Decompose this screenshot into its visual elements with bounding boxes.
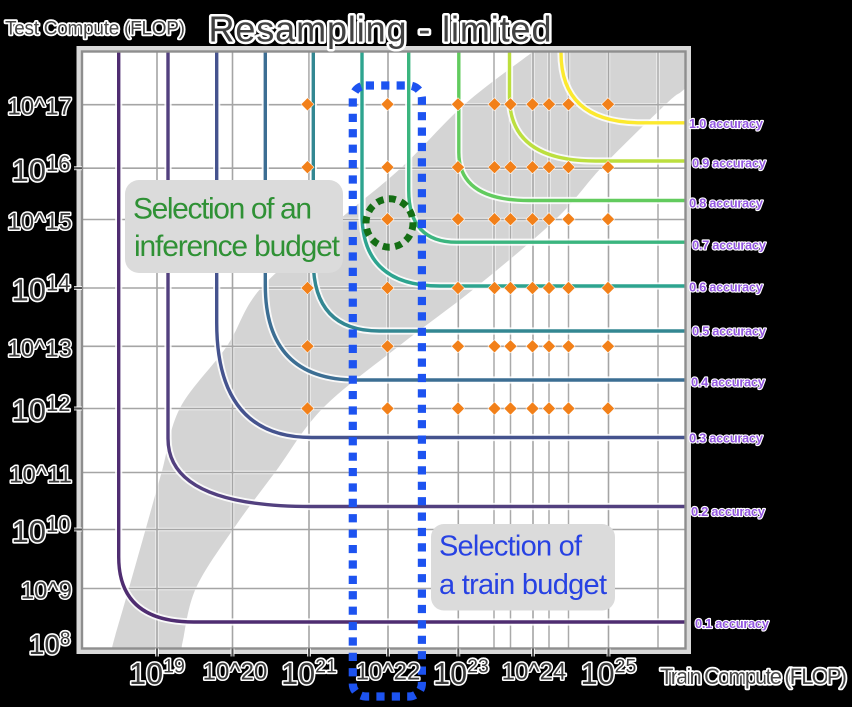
svg-text:10^24: 10^24 — [502, 659, 567, 686]
svg-text:1019: 1019 — [129, 656, 185, 692]
svg-text:0.8 accuracy: 0.8 accuracy — [689, 195, 764, 210]
svg-text:0.9 accuracy: 0.9 accuracy — [692, 156, 767, 171]
svg-text:0.7 accuracy: 0.7 accuracy — [692, 237, 767, 252]
svg-text:10^22: 10^22 — [356, 659, 421, 686]
svg-text:10^17: 10^17 — [7, 94, 72, 121]
svg-text:1.0 accuracy: 1.0 accuracy — [689, 116, 764, 131]
svg-text:10^15: 10^15 — [7, 209, 72, 236]
svg-text:Train Compute (FLOP): Train Compute (FLOP) — [660, 664, 847, 689]
svg-text:10^9: 10^9 — [21, 578, 72, 605]
svg-text:10^11: 10^11 — [9, 462, 72, 489]
svg-text:0.4 accuracy: 0.4 accuracy — [691, 375, 766, 390]
svg-text:0.6 accuracy: 0.6 accuracy — [689, 279, 764, 294]
svg-text:Test Compute (FLOP): Test Compute (FLOP) — [5, 19, 185, 40]
svg-text:a train budget: a train budget — [439, 569, 607, 601]
svg-text:0.3 accuracy: 0.3 accuracy — [689, 430, 764, 445]
svg-text:Resampling - limited: Resampling - limited — [209, 9, 552, 50]
svg-text:0.1 accuracy: 0.1 accuracy — [695, 616, 770, 631]
svg-text:Selection of an: Selection of an — [133, 192, 312, 225]
svg-text:10^20: 10^20 — [203, 659, 268, 686]
svg-text:0.5 accuracy: 0.5 accuracy — [692, 324, 767, 339]
svg-text:inference budget: inference budget — [134, 230, 341, 263]
svg-text:10^13: 10^13 — [7, 335, 72, 362]
svg-text:Selection of: Selection of — [439, 530, 583, 562]
svg-text:0.2 accuracy: 0.2 accuracy — [691, 504, 766, 519]
